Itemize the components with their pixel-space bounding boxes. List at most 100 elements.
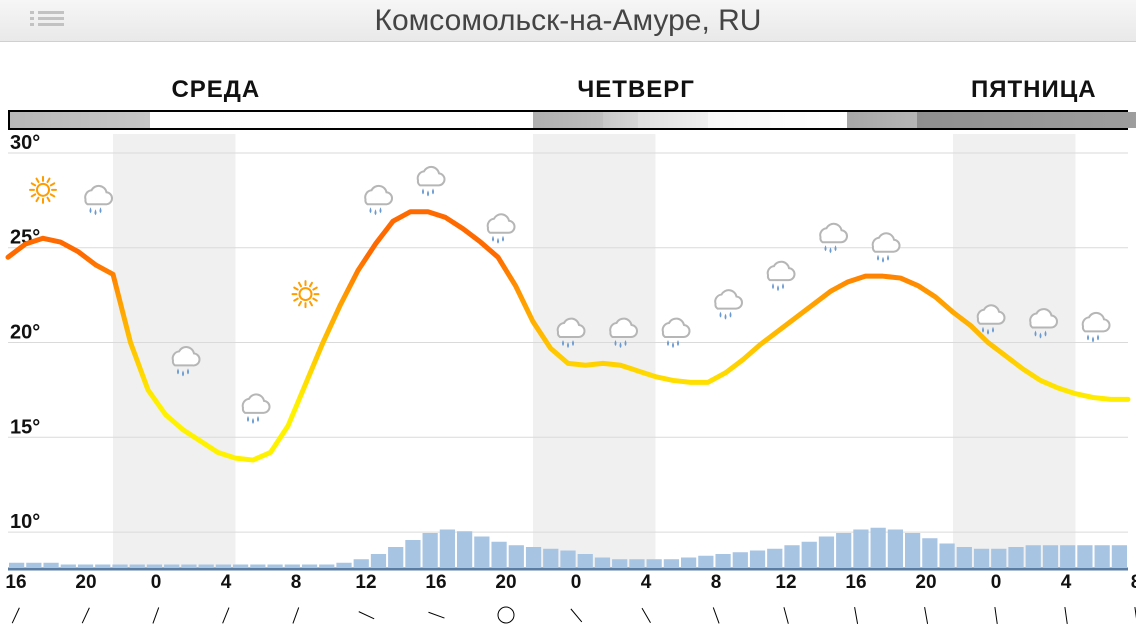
hour-labels-row: 1620048121620048121620048 xyxy=(8,572,1128,598)
precip-bar xyxy=(130,565,145,569)
precip-bar xyxy=(164,565,179,569)
rain-icon xyxy=(365,186,392,215)
cloud-cover-strip xyxy=(8,110,1128,130)
precip-bar xyxy=(647,559,662,568)
precip-bar xyxy=(319,565,334,569)
night-band xyxy=(953,134,1076,570)
wind-indicator xyxy=(705,604,727,626)
hour-label: 4 xyxy=(1061,572,1072,594)
precip-bar xyxy=(802,542,817,568)
wind-indicator xyxy=(495,604,517,626)
hour-label: 8 xyxy=(291,572,302,594)
precip-bar xyxy=(61,565,76,569)
wind-indicator xyxy=(5,604,27,626)
menu-icon[interactable] xyxy=(38,8,64,29)
wind-indicator xyxy=(985,604,1007,626)
hour-label: 12 xyxy=(775,572,796,594)
precip-bar xyxy=(853,530,868,569)
wind-indicator xyxy=(285,604,307,626)
precip-bar xyxy=(250,565,265,569)
sun-icon xyxy=(293,281,319,307)
wind-indicator xyxy=(1055,604,1077,626)
rain-icon xyxy=(820,224,847,253)
rain-icon xyxy=(243,394,270,423)
day-label: ПЯТНИЦА xyxy=(971,76,1097,104)
hour-label: 16 xyxy=(425,572,446,594)
cloud-segment xyxy=(708,112,848,128)
wind-indicator xyxy=(75,604,97,626)
precip-bar xyxy=(974,549,989,568)
precip-bar xyxy=(216,565,231,569)
rain-icon xyxy=(873,233,900,262)
wind-indicator xyxy=(775,604,797,626)
precip-bar xyxy=(371,554,386,568)
precip-bar xyxy=(181,565,196,569)
precip-bar xyxy=(233,565,248,569)
temperature-chart: 10°15°20°25°30° xyxy=(8,134,1128,570)
precip-bar xyxy=(302,565,317,569)
precip-bar xyxy=(578,554,593,568)
precip-bar xyxy=(78,565,93,569)
wind-indicator xyxy=(845,604,867,626)
precip-bar xyxy=(905,533,920,568)
precip-bar xyxy=(1008,547,1023,568)
hour-label: 4 xyxy=(641,572,652,594)
day-label: СРЕДА xyxy=(171,76,260,104)
cloud-segment xyxy=(603,112,638,128)
precip-bar xyxy=(336,563,351,568)
precip-bar xyxy=(509,545,524,568)
cloud-segment xyxy=(533,112,603,128)
day-labels-row: СРЕДАЧЕТВЕРГПЯТНИЦА xyxy=(0,76,1136,106)
rain-icon xyxy=(418,167,445,196)
precip-bar xyxy=(491,542,506,568)
rain-icon xyxy=(1083,313,1110,342)
precip-bar xyxy=(664,559,679,568)
hour-label: 0 xyxy=(151,572,162,594)
wind-indicator xyxy=(145,604,167,626)
hour-label: 0 xyxy=(991,572,1002,594)
hour-label: 8 xyxy=(711,572,722,594)
precip-bar xyxy=(388,547,403,568)
precip-bar xyxy=(474,537,489,569)
precip-bar xyxy=(957,547,972,568)
rain-icon xyxy=(715,290,742,319)
header-bar: Комсомольск-на-Амуре, RU xyxy=(0,0,1136,42)
wind-indicators-row xyxy=(8,604,1128,634)
wind-indicator xyxy=(635,604,657,626)
y-axis-label: 15° xyxy=(10,416,40,438)
hour-label: 4 xyxy=(221,572,232,594)
precip-bar xyxy=(423,533,438,568)
cloud-segment xyxy=(10,112,150,128)
precip-bar xyxy=(199,565,214,569)
precip-bar xyxy=(1095,545,1110,568)
hour-label: 20 xyxy=(495,572,516,594)
precip-bar xyxy=(819,537,834,569)
location-title: Комсомольск-на-Амуре, RU xyxy=(0,4,1136,38)
precip-bar xyxy=(629,559,644,568)
precip-bar xyxy=(612,559,627,568)
precip-bar xyxy=(95,565,110,569)
hour-label: 12 xyxy=(355,572,376,594)
wind-indicator xyxy=(425,604,447,626)
precip-bar xyxy=(836,533,851,568)
precip-bar xyxy=(405,540,420,568)
precip-bar xyxy=(457,531,472,568)
precip-bar xyxy=(267,565,282,569)
cloud-segment xyxy=(150,112,534,128)
chart-svg: 10°15°20°25°30° xyxy=(8,134,1128,570)
precip-bar xyxy=(1077,545,1092,568)
precip-bar xyxy=(715,554,730,568)
precip-bar xyxy=(354,559,369,568)
precip-bar xyxy=(922,538,937,568)
precip-bar xyxy=(733,552,748,568)
precip-bar xyxy=(543,549,558,568)
rain-icon xyxy=(768,262,795,291)
wind-indicator xyxy=(915,604,937,626)
precip-bar xyxy=(784,545,799,568)
precip-bar xyxy=(767,549,782,568)
rain-icon xyxy=(488,214,515,243)
precip-bar xyxy=(750,551,765,569)
cloud-segment xyxy=(847,112,917,128)
hour-label: 0 xyxy=(571,572,582,594)
precip-bar xyxy=(595,558,610,569)
